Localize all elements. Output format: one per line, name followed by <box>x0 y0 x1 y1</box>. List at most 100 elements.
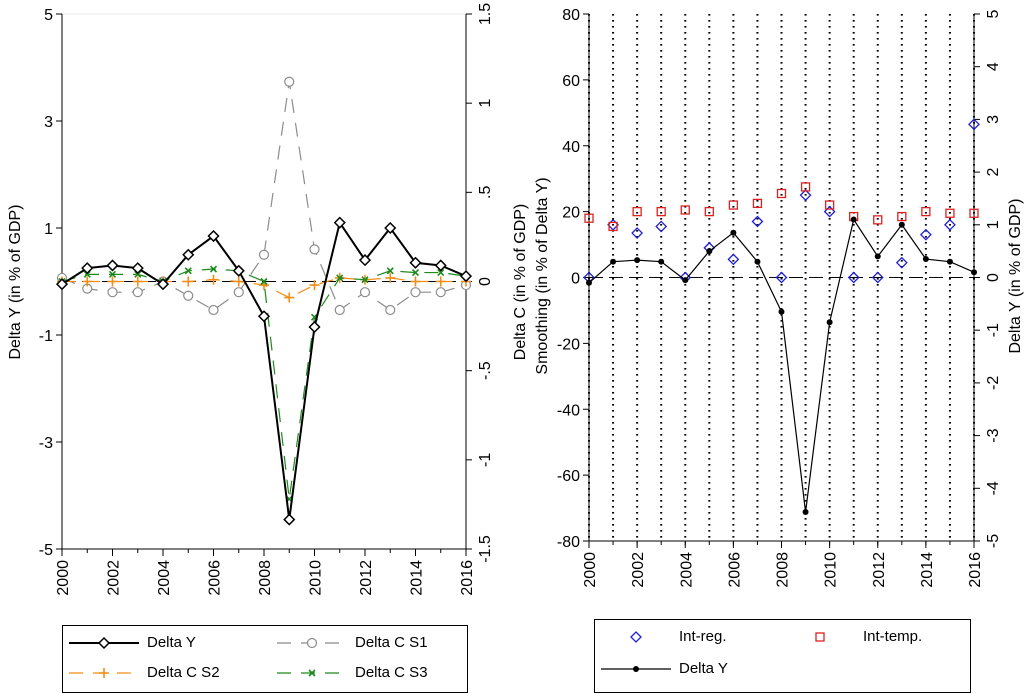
data-point <box>847 271 860 284</box>
y2-tick-label: -.5 <box>477 361 494 380</box>
series-int-temp <box>584 182 979 232</box>
y-tick-label: -60 <box>557 468 580 485</box>
data-point <box>182 248 195 261</box>
data-point <box>258 249 270 260</box>
data-point <box>826 319 833 326</box>
data-point <box>183 276 194 287</box>
data-point <box>385 304 396 316</box>
data-point <box>81 262 94 275</box>
data-point <box>385 272 396 283</box>
left-y2-axis-label: Delta C (in % of GDP) <box>512 204 529 360</box>
y-tick-label: 20 <box>562 205 580 222</box>
x-tick-label: 2014 <box>919 552 936 588</box>
series-delta-c-s2 <box>57 272 471 303</box>
y2-tick-label: 0 <box>477 277 494 286</box>
data-point <box>682 277 689 284</box>
y2-tick-label: 2 <box>985 168 1002 177</box>
data-point <box>898 221 905 228</box>
data-point <box>610 258 617 265</box>
data-point <box>751 215 764 228</box>
data-point <box>333 216 346 229</box>
y2-tick-label: .5 <box>477 186 494 199</box>
data-point <box>895 256 908 269</box>
right-legend: Int-reg. Int-temp. Delta Y <box>594 619 971 693</box>
data-point <box>946 258 953 265</box>
data-point <box>260 277 268 286</box>
data-point <box>823 205 836 218</box>
legend-item-int-temp: Int-temp. <box>785 628 922 645</box>
legend-swatch-delta-y <box>69 636 139 649</box>
y-tick-label: -80 <box>557 534 580 551</box>
data-point <box>873 215 883 225</box>
data-point <box>106 259 119 272</box>
legend-item-delta-y: Delta Y <box>69 634 196 651</box>
x-tick-label: 2010 <box>823 552 840 588</box>
x-tick-label: 2016 <box>459 560 476 596</box>
data-point <box>309 244 320 255</box>
data-point <box>435 276 446 287</box>
y2-tick-label: 0 <box>985 273 1002 282</box>
data-point <box>824 200 835 210</box>
data-point <box>132 287 143 298</box>
data-point <box>183 290 194 301</box>
series-line <box>588 218 975 513</box>
data-point <box>434 259 447 272</box>
data-point <box>386 267 394 275</box>
data-point <box>802 509 809 516</box>
right-y2-axis-label: Delta Y (in % of GDP) <box>1007 198 1024 353</box>
x-tick-label: 2014 <box>409 560 426 596</box>
legend-item-delta-c-s2: Delta C S2 <box>69 664 220 681</box>
data-point <box>156 278 170 291</box>
data-point <box>874 253 881 260</box>
y-tick-label: 60 <box>562 73 580 90</box>
data-point <box>634 257 641 264</box>
y2-tick-label: 4 <box>985 62 1002 71</box>
data-point <box>284 292 295 303</box>
y-tick-label: 1 <box>44 221 53 238</box>
data-point <box>778 308 785 315</box>
y2-tick-label: 5 <box>985 9 1002 18</box>
x-tick-label: 2006 <box>207 560 224 596</box>
data-point <box>850 216 857 223</box>
data-point <box>922 256 929 263</box>
data-point <box>359 287 371 298</box>
data-point <box>233 276 244 287</box>
data-point <box>631 227 644 239</box>
series-delta-y <box>586 216 977 516</box>
y2-tick-label: -1.5 <box>477 535 494 563</box>
y-tick-label: 3 <box>44 114 53 131</box>
data-point <box>459 270 473 283</box>
x-tick-label: 2000 <box>55 560 72 596</box>
x-tick-label: 2000 <box>582 552 599 588</box>
data-point <box>658 258 665 265</box>
y2-tick-label: -5 <box>985 534 1002 548</box>
data-point <box>584 213 594 223</box>
legend-label: Delta C S3 <box>355 664 428 681</box>
left-chart: -5 -3 -1 1 3 5 -1.5 -1 -.5 0 .5 1 1.5 2000 2002 2004 2… <box>7 3 529 596</box>
legend-item-int-reg: Int-reg. <box>601 628 727 645</box>
legend-label: Delta Y <box>147 634 196 651</box>
legend-item-delta-c-s3: Delta C S3 <box>277 664 428 681</box>
data-point <box>233 287 244 298</box>
x-tick-label: 2016 <box>967 552 984 588</box>
y2-tick-label: -2 <box>985 376 1002 390</box>
data-point <box>132 276 143 287</box>
data-point <box>410 287 421 298</box>
y-tick-label: 5 <box>44 7 53 24</box>
data-point <box>361 276 369 284</box>
data-point <box>208 274 219 285</box>
data-point <box>969 208 979 218</box>
series-delta-y <box>55 216 473 526</box>
data-point <box>283 513 296 526</box>
y2-tick-label: -1 <box>477 453 494 467</box>
data-point <box>945 208 955 218</box>
x-tick-label: 2004 <box>678 552 695 588</box>
y-tick-label: 40 <box>562 139 580 156</box>
y2-tick-label: -1 <box>985 323 1002 337</box>
series-delta-c-s1 <box>56 76 472 316</box>
legend-label: Int-reg. <box>679 628 727 645</box>
data-point <box>131 262 144 275</box>
y2-tick-label: 3 <box>985 115 1002 124</box>
legend-label: Delta Y <box>679 660 728 677</box>
